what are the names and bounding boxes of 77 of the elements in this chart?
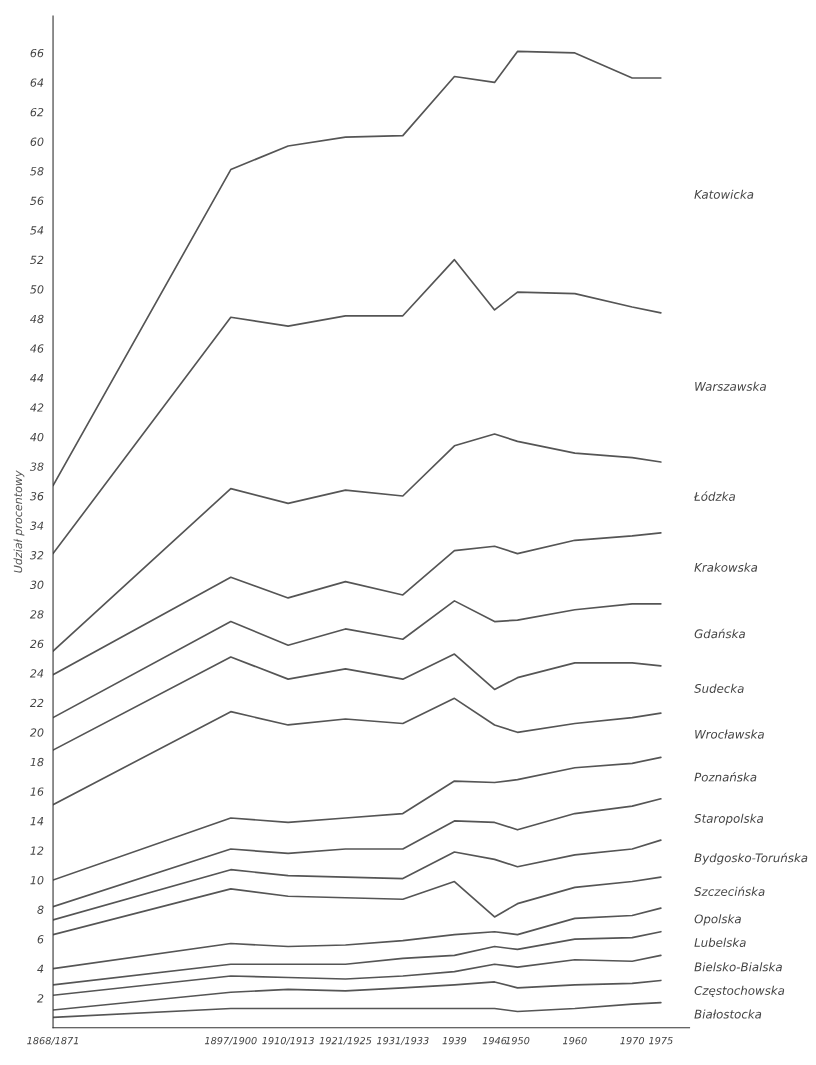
text: Częstochowska xyxy=(694,985,785,998)
line-series xyxy=(53,258,662,555)
y-tick-label: 26 xyxy=(29,639,44,649)
x-tick-label: 1975 xyxy=(648,1036,673,1045)
y-tick-label: 44 xyxy=(30,373,44,383)
y-tick-label: 4 xyxy=(37,964,44,973)
text: Bielsko-Bialska xyxy=(694,962,782,972)
y-tick-label: 12 xyxy=(30,846,44,855)
x-tick-label: 1970 xyxy=(620,1036,645,1045)
line-series xyxy=(53,50,662,487)
text: Bydgosko-Toruńska xyxy=(694,852,808,865)
text: Wrocławska xyxy=(695,729,764,739)
text: Gdańska xyxy=(694,628,745,639)
y-tick-label: 64 xyxy=(30,78,44,87)
y-tick-label: 52 xyxy=(30,255,44,265)
y-tick-label: 32 xyxy=(29,551,44,560)
text: Lubelska xyxy=(694,937,746,947)
text: Sudecka xyxy=(694,683,744,693)
y-tick-label: 10 xyxy=(30,876,44,885)
text: Szczecińska xyxy=(694,886,765,896)
x-tick-label: 1960 xyxy=(562,1036,587,1045)
y-tick-label: 14 xyxy=(30,817,44,826)
y-tick-label: 58 xyxy=(30,167,44,176)
line-series xyxy=(53,532,662,676)
text: Katowicka xyxy=(694,189,754,199)
x-tick-label: 1950 xyxy=(505,1036,530,1045)
y-tick-label: 48 xyxy=(30,314,44,324)
y-tick-label: 24 xyxy=(29,669,44,678)
x-tick-label: 1921/1925 xyxy=(319,1036,372,1046)
line-series xyxy=(53,797,662,908)
y-tick-label: 60 xyxy=(30,137,44,146)
y-tick-label: 20 xyxy=(29,728,44,737)
line-series xyxy=(53,756,662,881)
y-tick-label: 18 xyxy=(30,757,44,767)
y-tick-label: 56 xyxy=(30,196,44,205)
y-tick-label: 8 xyxy=(37,905,44,914)
text: Łódzka xyxy=(693,491,735,501)
line-series xyxy=(53,979,662,1011)
y-tick-label: 46 xyxy=(30,344,44,353)
y-tick-label: 54 xyxy=(30,226,44,235)
line-series xyxy=(53,653,662,751)
y-axis-title: Udział procentowy xyxy=(13,470,25,573)
line-series xyxy=(53,907,662,970)
y-tick-label: 42 xyxy=(30,403,44,412)
y-tick-label: 22 xyxy=(29,698,44,707)
x-tick-label: 1939 xyxy=(442,1036,467,1045)
y-tick-label: 2 xyxy=(36,994,44,1003)
line-series xyxy=(53,697,662,806)
y-tick-label: 62 xyxy=(30,107,44,117)
y-tick-label: 34 xyxy=(29,521,44,530)
y-tick-label: 36 xyxy=(29,491,44,501)
x-tick-label: 1946 xyxy=(482,1036,507,1045)
text: Warszawska xyxy=(695,381,766,391)
y-tick-label: 66 xyxy=(30,48,44,58)
y-tick-label: 50 xyxy=(30,285,44,294)
line-series xyxy=(53,433,662,652)
line-series xyxy=(53,839,662,921)
text: Staropolska xyxy=(694,813,763,826)
text: Krakowska xyxy=(694,562,758,572)
line-series xyxy=(53,876,662,936)
y-tick-label: 16 xyxy=(30,787,44,796)
y-tick-label: 28 xyxy=(29,610,44,619)
y-tick-label: 6 xyxy=(37,935,44,944)
y-tick-label: 40 xyxy=(30,432,44,442)
text: Poznańska xyxy=(694,771,757,782)
y-tick-label: 30 xyxy=(29,580,44,589)
line-series xyxy=(53,954,662,997)
x-tick-label: 1910/1913 xyxy=(262,1036,314,1046)
line-series xyxy=(53,1001,662,1019)
text: Opolska xyxy=(694,914,741,926)
x-tick-label: 1897/1900 xyxy=(204,1036,257,1046)
x-tick-label: 1931/1933 xyxy=(376,1036,429,1046)
line-series xyxy=(53,600,662,719)
y-tick-label: 38 xyxy=(29,462,44,471)
line-series xyxy=(53,930,662,986)
x-tick-label: 1868/1871 xyxy=(27,1036,78,1046)
text: Białostocka xyxy=(694,1009,762,1019)
